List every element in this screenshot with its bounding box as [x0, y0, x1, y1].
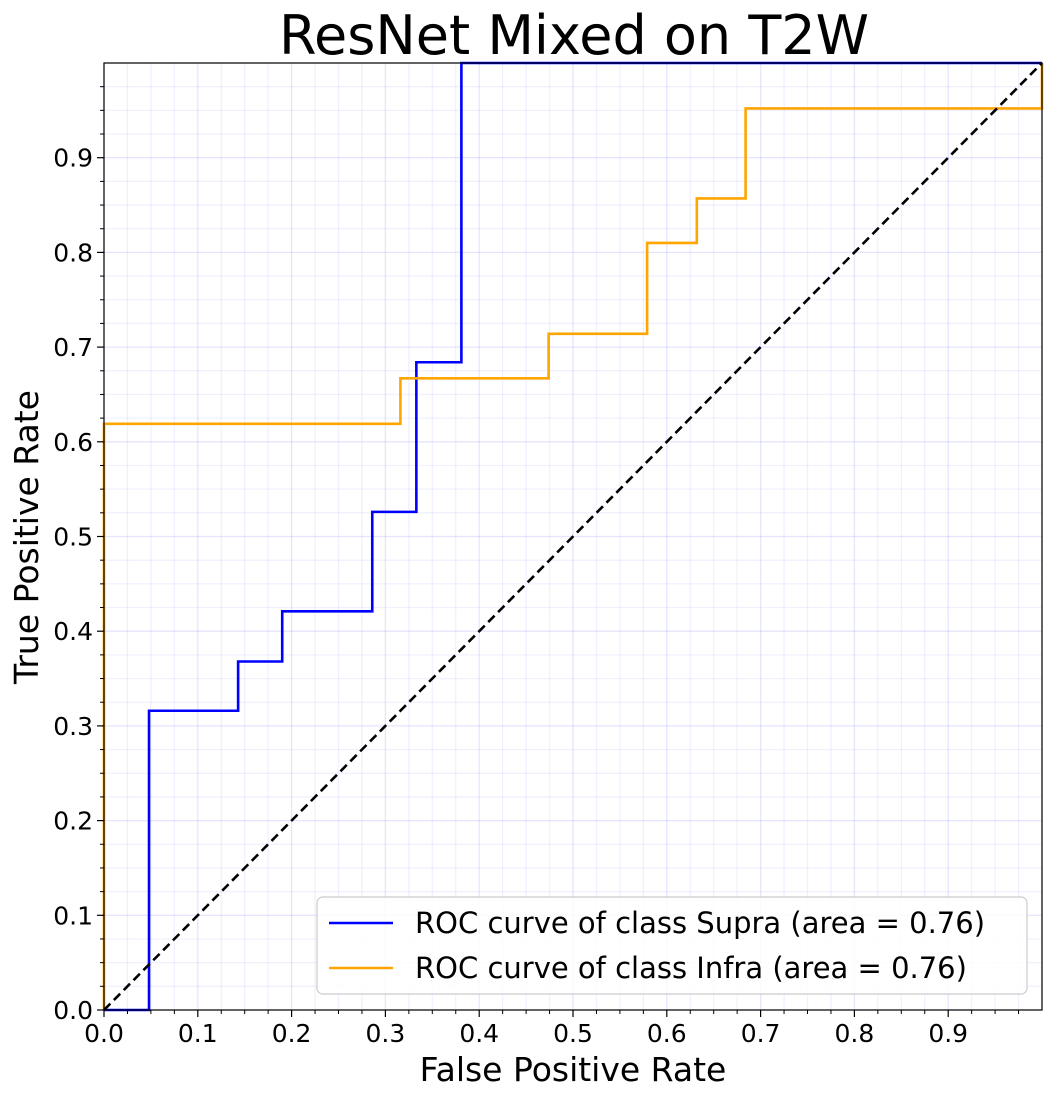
chart-title: ResNet Mixed on T2W [279, 4, 869, 67]
y-tick-label: 0.6 [53, 428, 93, 457]
legend-box [316, 896, 1028, 995]
x-tick-label: 0.4 [459, 1019, 499, 1048]
legend: ROC curve of class Supra (area = 0.76) RO… [316, 896, 1028, 995]
x-tick-label: 0.6 [647, 1019, 687, 1048]
chance-diagonal-line [103, 62, 1043, 1011]
legend-entry-label: ROC curve of class Infra (area = 0.76) [415, 951, 967, 985]
y-tick-label: 0.3 [53, 712, 93, 741]
x-tick-label: 0.7 [741, 1019, 781, 1048]
y-tick-label: 0.8 [53, 238, 93, 267]
x-axis-label: False Positive Rate [420, 1050, 727, 1089]
x-tick-label: 0.2 [272, 1019, 312, 1048]
y-tick-label: 0.5 [53, 523, 93, 552]
plot-curves [102, 61, 1044, 1012]
y-tick-label: 0.9 [53, 144, 93, 173]
y-tick-label: 0.7 [53, 333, 93, 362]
x-tick-label: 0.1 [178, 1019, 218, 1048]
y-tick-label: 0.4 [53, 617, 93, 646]
y-tick-label: 0.1 [53, 901, 93, 930]
roc-curve-series-1 [102, 63, 1044, 1010]
x-tick-label: 0.0 [84, 1019, 124, 1048]
y-tick-label: 0.2 [53, 807, 93, 836]
grid [103, 62, 1043, 1011]
y-tick-label: 0.0 [53, 996, 93, 1025]
axis-ticks: 0.0 0.1 0.2 0.3 0.4 0.5 0.6 0.7 0.8 0.9 0.0 0.1 0.2 0… [53, 86, 1020, 1048]
y-axis-label: True Positive Rate [7, 390, 46, 685]
x-tick-label: 0.3 [366, 1019, 406, 1048]
x-tick-label: 0.8 [835, 1019, 875, 1048]
x-tick-label: 0.9 [928, 1019, 968, 1048]
roc-curve-series-0 [104, 61, 1042, 1012]
x-tick-label: 0.5 [553, 1019, 593, 1048]
legend-entry-label: ROC curve of class Supra (area = 0.76) [415, 906, 985, 940]
